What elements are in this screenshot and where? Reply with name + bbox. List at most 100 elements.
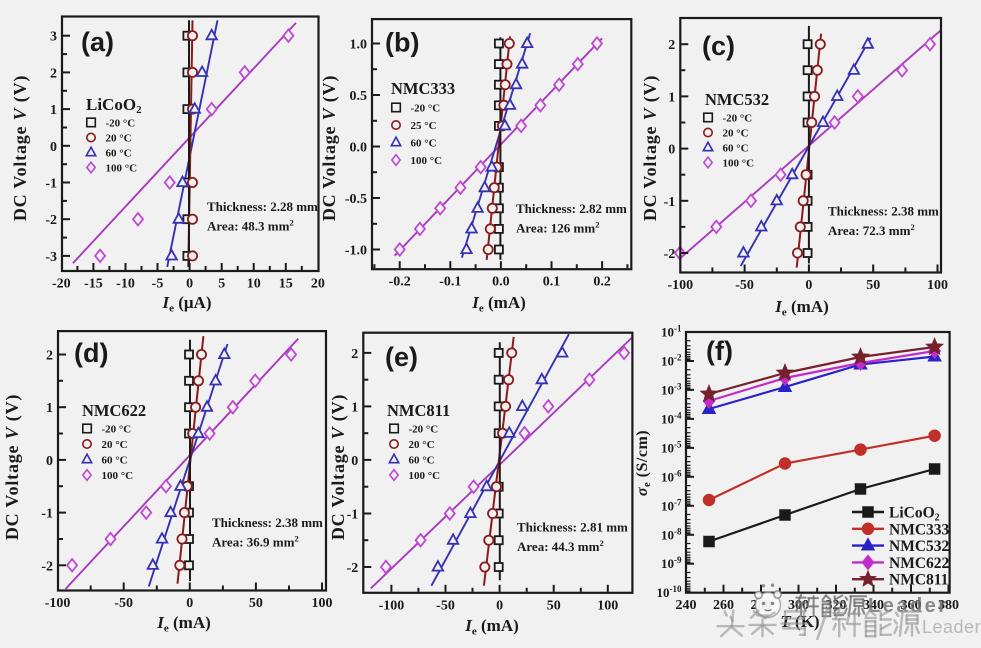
svg-text:25 °C: 25 °C [411, 120, 437, 132]
svg-text:σe (S/cm): σe (S/cm) [634, 430, 653, 496]
svg-text:1.0: 1.0 [350, 38, 368, 53]
svg-text:-50: -50 [114, 596, 133, 611]
svg-text:NMC811: NMC811 [889, 572, 948, 589]
svg-text:-2: -2 [41, 559, 53, 574]
svg-text:100 °C: 100 °C [106, 162, 138, 174]
svg-text:0: 0 [186, 277, 193, 292]
svg-text:Ie (mA): Ie (mA) [471, 293, 526, 315]
svg-text:60 °C: 60 °C [409, 454, 435, 466]
svg-text:0.0: 0.0 [492, 275, 510, 290]
svg-text:-1: -1 [347, 508, 359, 523]
svg-text:260: 260 [713, 598, 734, 613]
svg-text:-50: -50 [735, 278, 754, 293]
svg-text:NMC333: NMC333 [889, 521, 950, 538]
svg-text:0: 0 [668, 143, 675, 158]
svg-text:Thickness: 2.28 mm: Thickness: 2.28 mm [207, 199, 318, 214]
svg-text:0: 0 [186, 596, 193, 611]
svg-text:Ie (mA): Ie (mA) [774, 297, 829, 319]
svg-text:0: 0 [351, 454, 358, 469]
svg-text:100: 100 [597, 598, 618, 613]
svg-text:NMC622: NMC622 [889, 555, 950, 572]
svg-text:0: 0 [805, 278, 812, 293]
svg-text:-2: -2 [347, 561, 359, 576]
svg-text:340: 340 [863, 598, 884, 613]
svg-text:2: 2 [50, 66, 57, 81]
svg-text:100 °C: 100 °C [723, 157, 755, 169]
svg-text:-2: -2 [664, 247, 676, 262]
svg-text:100 °C: 100 °C [411, 155, 443, 167]
svg-text:20 °C: 20 °C [723, 127, 749, 139]
svg-text:-100: -100 [667, 278, 693, 293]
svg-text:Ie (μA): Ie (μA) [161, 293, 211, 315]
svg-text:-20 °C: -20 °C [723, 112, 753, 124]
svg-text:60 °C: 60 °C [106, 147, 132, 159]
svg-text:(a): (a) [81, 27, 114, 57]
svg-text:-100: -100 [45, 596, 71, 611]
svg-text:2: 2 [668, 38, 675, 53]
svg-text:-50: -50 [436, 598, 455, 613]
svg-text:Ie (mA): Ie (mA) [156, 613, 211, 635]
svg-text:20 °C: 20 °C [102, 439, 128, 451]
svg-text:-0.2: -0.2 [389, 275, 411, 290]
svg-text:Area: 44.3 mm2: Area: 44.3 mm2 [517, 538, 604, 554]
svg-text:0: 0 [496, 598, 503, 613]
svg-text:NMC622: NMC622 [82, 401, 146, 420]
svg-text:-5: -5 [152, 277, 164, 292]
svg-text:-10: -10 [116, 277, 135, 292]
svg-text:0.5: 0.5 [350, 89, 368, 104]
svg-text:60 °C: 60 °C [411, 137, 437, 149]
svg-text:Area: 72.3 mm2: Area: 72.3 mm2 [828, 222, 915, 238]
svg-text:Thickness: 2.38 mm: Thickness: 2.38 mm [828, 204, 939, 219]
svg-text:-0.5: -0.5 [345, 192, 367, 207]
svg-text:DC Voltage V (V): DC Voltage V (V) [2, 394, 23, 540]
svg-text:Thickness: 2.81 mm: Thickness: 2.81 mm [517, 520, 628, 535]
svg-text:2: 2 [351, 347, 358, 362]
svg-text:380: 380 [938, 598, 959, 613]
svg-text:3: 3 [50, 30, 57, 45]
svg-text:60 °C: 60 °C [723, 142, 749, 154]
svg-text:LiCoO2: LiCoO2 [86, 95, 142, 116]
svg-text:240: 240 [676, 598, 697, 613]
svg-text:(f): (f) [706, 336, 733, 366]
svg-text:0.2: 0.2 [593, 275, 611, 290]
svg-text:DC Voltage V (V): DC Voltage V (V) [10, 75, 31, 221]
svg-text:-20: -20 [52, 277, 71, 292]
svg-text:LiCoO2: LiCoO2 [889, 505, 940, 524]
svg-text:2: 2 [46, 349, 53, 364]
svg-text:-1: -1 [41, 507, 53, 522]
svg-text:-3: -3 [45, 250, 57, 265]
svg-text:360: 360 [901, 598, 922, 613]
svg-text:-2: -2 [45, 213, 57, 228]
svg-text:1: 1 [668, 90, 675, 105]
svg-text:0: 0 [50, 140, 57, 155]
svg-text:NMC532: NMC532 [889, 538, 950, 555]
svg-text:100: 100 [312, 596, 333, 611]
svg-text:60 °C: 60 °C [102, 454, 128, 466]
svg-text:-0.1: -0.1 [439, 275, 461, 290]
svg-text:-1: -1 [45, 177, 57, 192]
svg-text:-20 °C: -20 °C [409, 423, 439, 435]
svg-text:0.0: 0.0 [350, 141, 368, 156]
svg-text:DC Voltage V (V): DC Voltage V (V) [640, 75, 661, 221]
svg-text:100: 100 [927, 278, 948, 293]
svg-text:100 °C: 100 °C [102, 470, 134, 482]
svg-text:50: 50 [249, 596, 263, 611]
svg-text:50: 50 [866, 278, 880, 293]
svg-text:-100: -100 [379, 598, 405, 613]
svg-text:20 °C: 20 °C [106, 132, 132, 144]
svg-text:15: 15 [279, 277, 293, 292]
svg-text:(b): (b) [385, 28, 419, 58]
svg-text:Leader: Leader [922, 617, 981, 637]
svg-text:DC Voltage V (V): DC Voltage V (V) [328, 394, 349, 540]
svg-text:Thickness: 2.82 mm: Thickness: 2.82 mm [516, 201, 627, 216]
svg-text:-1.0: -1.0 [345, 244, 367, 259]
svg-text:Area: 48.3 mm2: Area: 48.3 mm2 [207, 218, 294, 234]
svg-text:Area: 126 mm2: Area: 126 mm2 [516, 220, 599, 236]
svg-text:(c): (c) [702, 31, 735, 61]
svg-text:-20 °C: -20 °C [411, 102, 441, 114]
svg-text:Ie (mA): Ie (mA) [464, 616, 519, 638]
svg-text:20 °C: 20 °C [409, 439, 435, 451]
svg-text:NMC333: NMC333 [391, 79, 455, 98]
svg-text:NMC532: NMC532 [705, 90, 769, 109]
svg-text:0: 0 [46, 454, 53, 469]
